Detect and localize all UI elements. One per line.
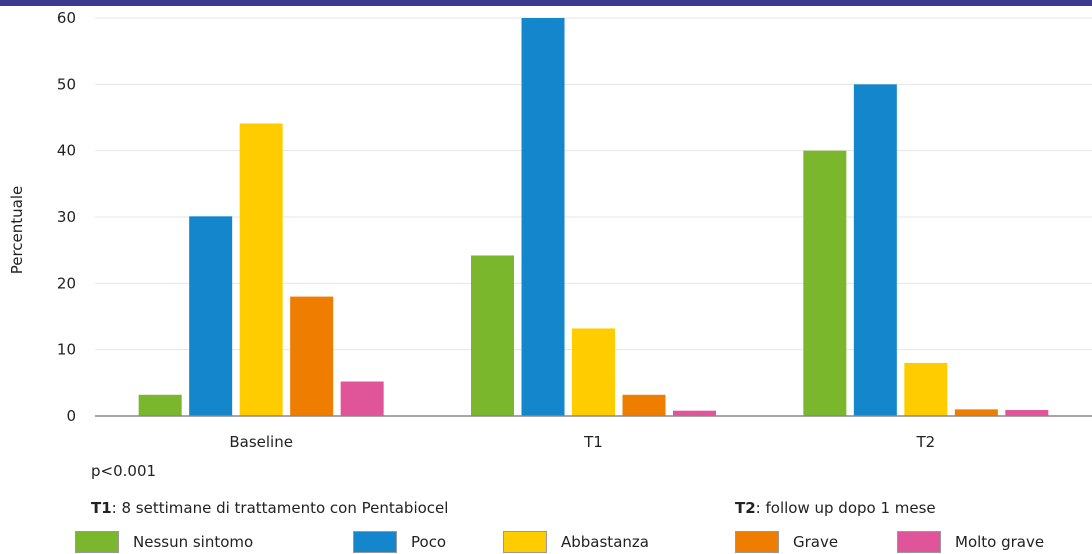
t2-text: : follow up dopo 1 mese [755, 499, 936, 517]
legend-item-abbastanza: Abbastanza [503, 530, 649, 554]
bar-t1-grave [622, 394, 666, 416]
t2-key: T2 [735, 499, 756, 517]
bar-baseline-abbastanza [239, 123, 283, 416]
p-value-note: p<0.001 [91, 462, 157, 480]
x-tick-label: T1 [583, 433, 603, 451]
bar-t1-nessun-sintomo [471, 255, 514, 416]
y-tick-label: 50 [57, 75, 76, 93]
bar-t2-nessun-sintomo [803, 150, 847, 416]
bar-chart: 0 10 20 30 40 50 60 Baseline T1 T2 Percentuale [8, 9, 1092, 451]
x-tick-label: T2 [915, 433, 935, 451]
bar-baseline-molto-grave [340, 381, 384, 416]
legend-swatch [75, 531, 119, 553]
legend-label: Nessun sintomo [133, 533, 254, 551]
bars [138, 18, 1049, 416]
bar-baseline-grave [290, 296, 334, 416]
legend-item-molto-grave: Molto grave [897, 530, 1044, 554]
bar-t1-molto-grave [673, 410, 716, 416]
legend-swatch [897, 531, 941, 553]
bar-t2-grave [954, 409, 998, 416]
y-axis-label: Percentuale [8, 186, 26, 275]
y-tick-labels: 0 10 20 30 40 50 60 [57, 9, 76, 425]
legend-label: Abbastanza [561, 533, 649, 551]
legend-swatch [735, 531, 779, 553]
legend-item-grave: Grave [735, 530, 838, 554]
legend-label: Molto grave [955, 533, 1045, 551]
t2-note: T2: follow up dopo 1 mese [735, 499, 936, 517]
y-tick-label: 30 [57, 208, 76, 226]
legend-label: Grave [793, 533, 839, 551]
legend-swatch [353, 531, 397, 553]
x-tick-label: Baseline [229, 433, 293, 451]
bar-t1-poco [521, 18, 565, 416]
bar-t2-abbastanza [904, 362, 948, 416]
t1-text: : 8 settimane di trattamento con Pentabi… [111, 499, 449, 517]
t1-key: T1 [91, 499, 112, 517]
legend-item-nessun-sintomo: Nessun sintomo [75, 530, 253, 554]
y-tick-label: 10 [57, 341, 76, 359]
y-tick-label: 40 [57, 142, 76, 160]
legend-item-poco: Poco [353, 530, 446, 554]
y-tick-label: 20 [57, 274, 76, 292]
legend-label: Poco [411, 533, 447, 551]
bar-baseline-nessun-sintomo [138, 394, 182, 416]
bar-t2-molto-grave [1005, 410, 1049, 416]
t1-note: T1: 8 settimane di trattamento con Penta… [91, 499, 448, 517]
bar-t1-abbastanza [572, 328, 615, 416]
bar-t2-poco [853, 84, 897, 416]
bar-baseline-poco [189, 216, 233, 416]
y-tick-label: 60 [57, 9, 76, 27]
x-tick-labels: Baseline T1 T2 [229, 433, 935, 451]
y-tick-label: 0 [66, 407, 76, 425]
legend-swatch [503, 531, 547, 553]
header-bar [0, 0, 1092, 6]
